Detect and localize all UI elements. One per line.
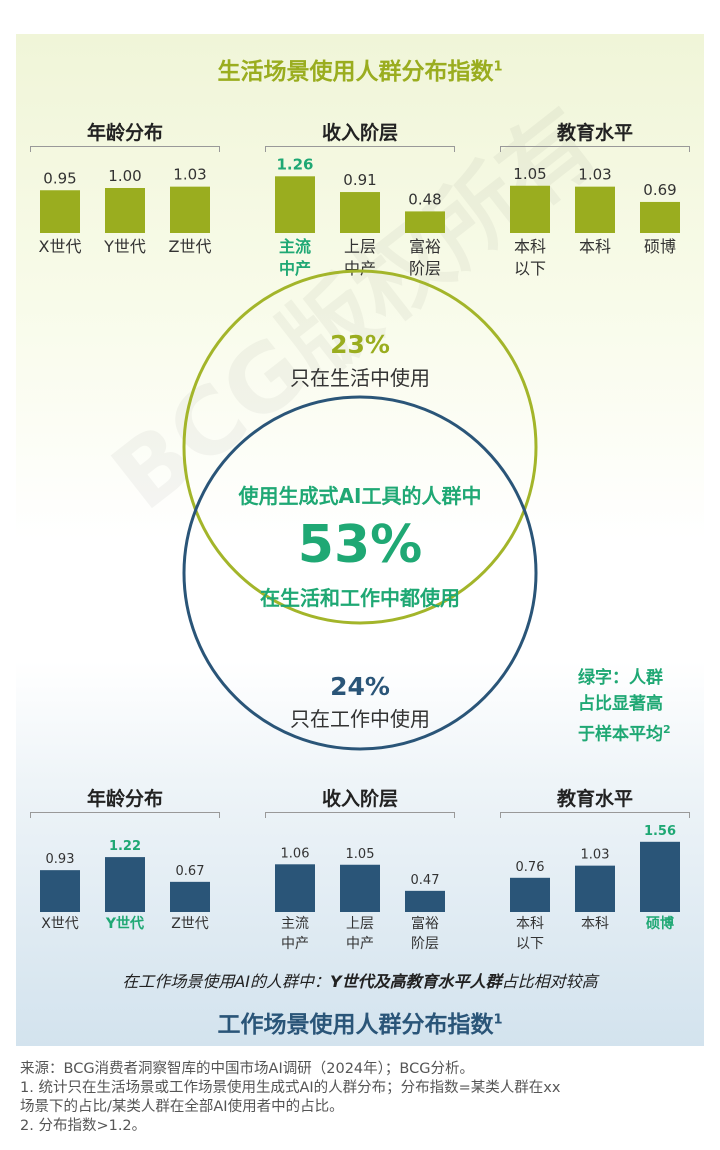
work-age-title: 年龄分布 (86, 788, 163, 810)
work-only-label: 只在工作中使用 (290, 707, 430, 731)
work-education-title: 教育水平 (556, 788, 633, 810)
work-bar-value-label: 1.05 (346, 847, 375, 862)
life-income-rule (265, 146, 455, 152)
life-only-percent: 23% (330, 330, 390, 359)
life-category-label: Z世代 (169, 237, 212, 256)
life-bar (170, 186, 210, 233)
work-category-label: 本科 (581, 916, 609, 932)
life-circle (182, 269, 538, 625)
life-category-label: Y世代 (103, 237, 146, 256)
work-bar-value-label: 1.56 (644, 824, 676, 839)
work-bar-value-label: 0.93 (46, 852, 75, 867)
life-bar-value-label: 0.91 (343, 171, 376, 189)
life-income-title: 收入阶层 (321, 122, 398, 144)
green-text-note: 绿字：人群 占比显著高 于样本平均2 (578, 668, 671, 745)
work-bar-value-label: 1.06 (281, 846, 310, 861)
work-category-label: 上层 (346, 916, 374, 932)
life-bar-value-label: 1.00 (108, 167, 141, 185)
life-category-label: 本科 (579, 237, 611, 256)
work-bar (405, 890, 445, 912)
work-bar (510, 877, 550, 912)
work-category-label: 富裕 (411, 915, 439, 932)
work-age-rule (30, 812, 220, 818)
work-circle (182, 395, 538, 751)
overlap-title: 使用生成式AI工具的人群中 (238, 484, 482, 508)
life-bar-value-label: 0.48 (408, 190, 441, 208)
life-bar-value-label: 1.26 (276, 155, 313, 173)
work-bar (640, 841, 680, 912)
life-bar (40, 190, 80, 233)
life-category-label: 富裕 (409, 237, 441, 256)
life-education-title: 教育水平 (556, 122, 633, 144)
overlap-percent: 53% (297, 515, 423, 575)
life-bar-value-label: 1.03 (173, 166, 206, 184)
source-note: 来源：BCG消费者洞察智库的中国市场AI调研（2024年）；BCG分析。 (20, 1061, 474, 1077)
life-category-label: 阶层 (409, 259, 441, 278)
work-only-percent: 24% (330, 672, 390, 701)
work-category-label: 以下 (516, 936, 544, 952)
life-age-title: 年龄分布 (86, 122, 163, 144)
work-category-label: Z世代 (171, 916, 209, 932)
life-category-label: 以下 (514, 259, 546, 278)
work-bar-value-label: 0.76 (516, 860, 545, 875)
life-bar-value-label: 1.03 (578, 166, 611, 184)
work-income-rule (265, 812, 455, 818)
life-category-label: 中产 (279, 259, 311, 278)
life-bar-value-label: 1.05 (513, 165, 546, 183)
life-education-rule (500, 146, 690, 152)
overlap-label: 在生活和工作中都使用 (260, 586, 460, 610)
work-bar-value-label: 0.47 (411, 873, 440, 888)
work-category-label: 阶层 (411, 936, 439, 952)
work-category-label: 硕博 (646, 915, 674, 932)
footnote-2: 2. 分布指数>1.2。 (20, 1118, 147, 1134)
work-bar-value-label: 1.22 (109, 839, 141, 854)
work-category-label: Y世代 (105, 915, 144, 932)
work-education-rule (500, 812, 690, 818)
work-bar (105, 857, 145, 912)
life-category-label: 主流 (279, 237, 311, 256)
work-bar (40, 870, 80, 912)
life-bar (575, 186, 615, 233)
life-only-label: 只在生活中使用 (290, 366, 430, 390)
work-category-label: 主流 (281, 916, 309, 932)
life-category-label: 本科 (514, 237, 546, 256)
life-bar (640, 201, 680, 233)
work-category-label: 中产 (281, 936, 309, 952)
life-bar (405, 211, 445, 233)
life-bar-value-label: 0.69 (643, 181, 676, 199)
life-bar (510, 185, 550, 233)
life-category-label: 中产 (344, 259, 376, 278)
work-scene-note: 在工作场景使用AI的人群中：Y世代及高教育水平人群占比相对较高 (122, 972, 598, 991)
work-category-label: X世代 (41, 916, 79, 932)
life-bar-value-label: 0.95 (43, 169, 76, 187)
life-bar (105, 188, 145, 233)
work-bar-value-label: 0.67 (176, 864, 205, 879)
life-bar (340, 192, 380, 233)
life-category-label: 硕博 (644, 237, 676, 256)
footnote-1: 1. 统计只在生活场景或工作场景使用生成式AI的人群分布；分布指数=某类人群在x… (20, 1080, 561, 1096)
life-chart-title: 生活场景使用人群分布指数1 (217, 59, 503, 85)
work-category-label: 中产 (346, 936, 374, 952)
work-income-title: 收入阶层 (321, 788, 398, 810)
work-bar-value-label: 1.03 (581, 848, 610, 863)
work-category-label: 本科 (516, 916, 544, 932)
life-category-label: X世代 (39, 237, 82, 256)
life-bar (275, 176, 315, 233)
work-bar (275, 864, 315, 912)
work-bar (170, 881, 210, 912)
footnotes: 来源：BCG消费者洞察智库的中国市场AI调研（2024年）；BCG分析。 1. … (20, 1060, 710, 1136)
life-category-label: 上层 (344, 237, 376, 256)
work-bar (340, 864, 380, 912)
work-chart-title: 工作场景使用人群分布指数1 (217, 1012, 503, 1038)
life-age-rule (30, 146, 220, 152)
footnote-1-cont: 场景下的占比/某类人群在全部AI使用者中的占比。 (20, 1099, 344, 1115)
work-bar (575, 865, 615, 912)
